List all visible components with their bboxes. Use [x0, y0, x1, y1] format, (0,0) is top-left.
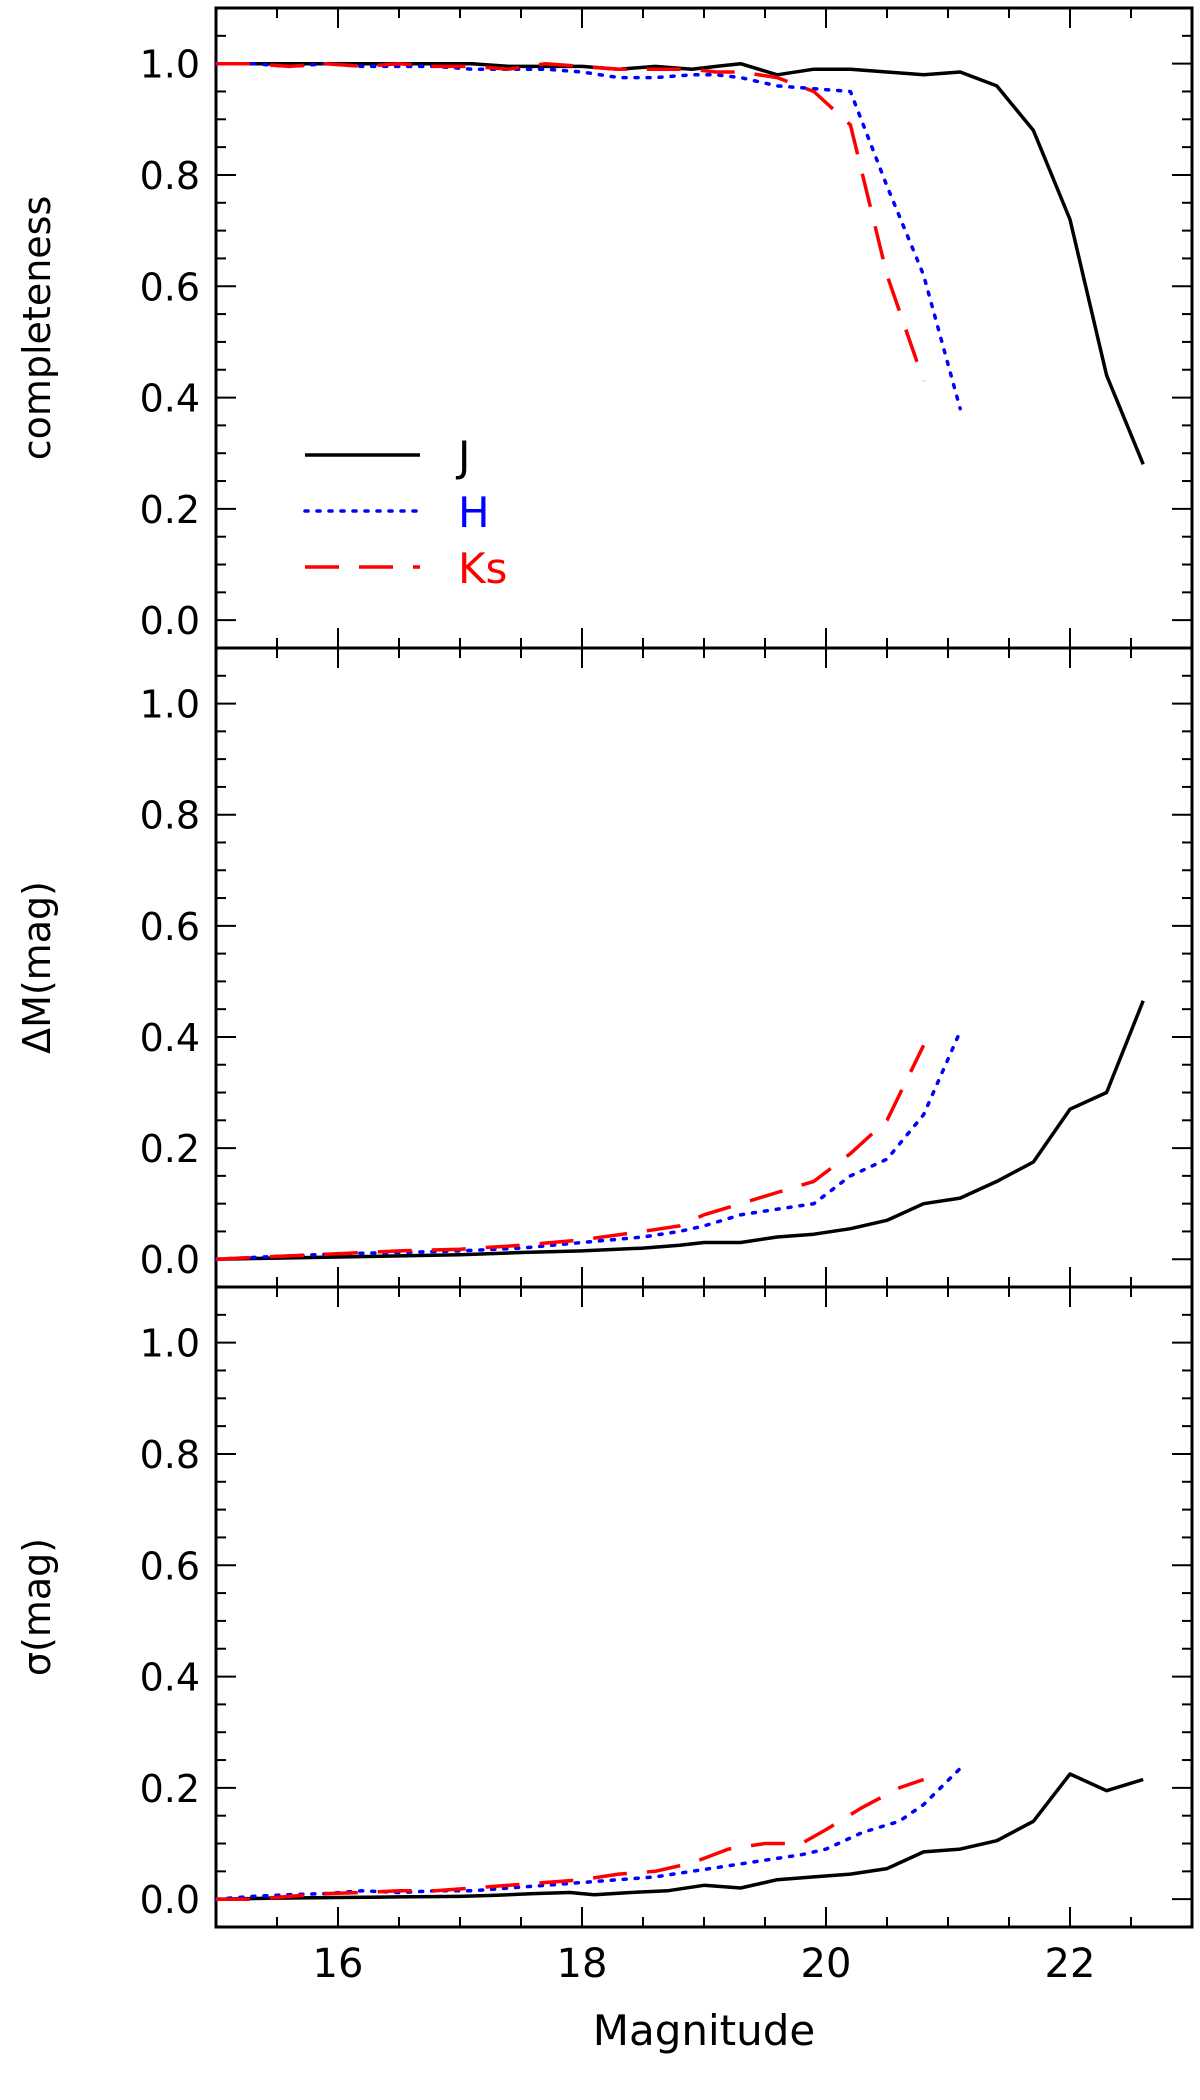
- series-line-j: [215, 1000, 1145, 1261]
- y-tick-label: 0.6: [140, 1544, 200, 1588]
- legend-label-j: J: [455, 432, 470, 481]
- series-line-j: [215, 1772, 1144, 1901]
- y-tick-label: 0.0: [140, 1238, 200, 1282]
- y-tick-label: 0.4: [140, 1016, 200, 1060]
- series-line-j: [216, 61, 1145, 465]
- y-tick-label: 0.0: [140, 1878, 200, 1922]
- y-axis-title: completeness: [15, 196, 59, 461]
- y-tick-label: 0.2: [140, 1127, 200, 1171]
- panel-middle: 0.0 0.2 0.4 0.6 0.8 1.0 ΔM(mag): [15, 646, 1194, 1289]
- y-tick-label: 0.4: [140, 377, 200, 421]
- series-line-ks: [216, 61, 926, 382]
- y-tick-label: 0.0: [140, 599, 200, 643]
- y-tick-label: 0.8: [140, 1433, 200, 1477]
- legend-label-h: H: [458, 488, 490, 537]
- series-line-ks: [215, 1044, 926, 1261]
- plot-frame: [214, 6, 1194, 650]
- y-tick-label: 1.0: [140, 43, 200, 87]
- y-tick-label: 0.6: [140, 265, 200, 309]
- y-tick-label: 0.8: [140, 154, 200, 198]
- y-axis-title: σ(mag): [15, 1538, 59, 1676]
- series-line-h: [214, 61, 962, 411]
- y-tick-label: 0.4: [140, 1656, 200, 1700]
- y-axis-title: ΔM(mag): [15, 881, 59, 1054]
- plot-frame: [214, 1285, 1194, 1929]
- plot-frame: [214, 646, 1194, 1289]
- y-tick-label: 1.0: [140, 683, 200, 727]
- series-line-h: [214, 1029, 962, 1261]
- x-tick-label: 16: [313, 1941, 364, 1987]
- x-tick-label: 22: [1045, 1941, 1096, 1987]
- series-line-ks: [216, 1777, 925, 1901]
- x-tick-label: 18: [557, 1941, 608, 1987]
- y-tick-label: 0.6: [140, 905, 200, 949]
- series-line-h: [214, 1766, 962, 1901]
- panel-top: 0.0 0.2 0.4 0.6 0.8 1.0 completeness JH Ks: [15, 6, 1194, 650]
- legend: JH Ks: [303, 432, 507, 593]
- y-tick-label: 0.8: [140, 794, 200, 838]
- y-tick-label: 0.2: [140, 488, 200, 532]
- legend-label-ks: Ks: [458, 544, 507, 593]
- y-tick-label: 0.2: [140, 1767, 200, 1811]
- x-tick-label: 20: [801, 1941, 852, 1987]
- panels-layer: 0.0 0.2 0.4 0.6 0.8 1.0 completeness JH Ks 0.0 0.2…: [15, 6, 1194, 2055]
- y-tick-label: 1.0: [140, 1322, 200, 1366]
- panel-bottom: 0.0 0.2 0.4 0.6 0.8 1.0 16 18 20 22 σ(mag) Magnitud…: [15, 1285, 1194, 2055]
- x-axis-title: Magnitude: [593, 2006, 816, 2055]
